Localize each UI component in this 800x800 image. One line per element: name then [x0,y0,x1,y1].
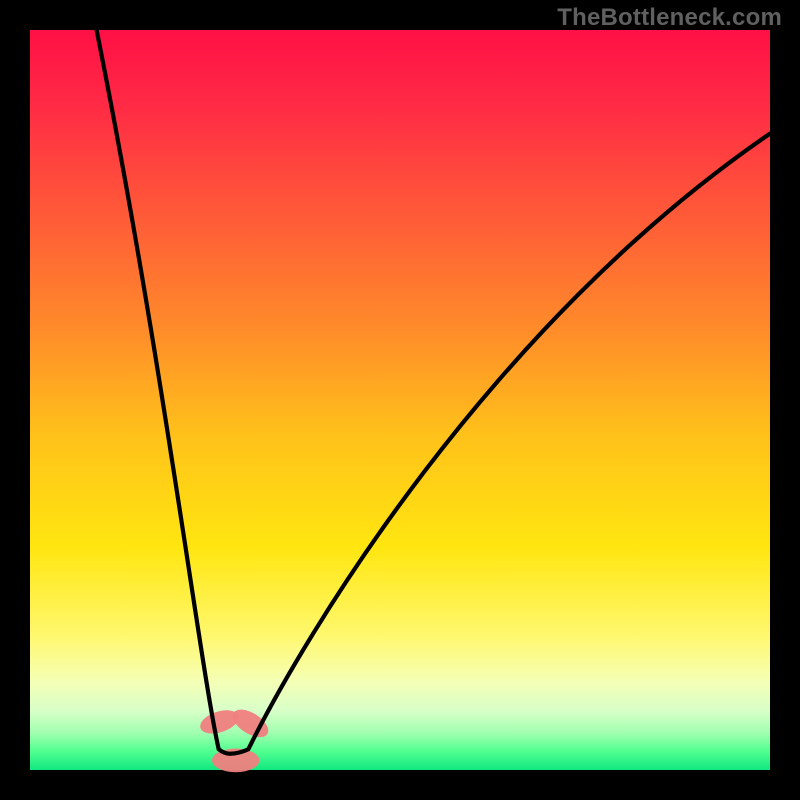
watermark-label: TheBottleneck.com [557,4,782,32]
bottleneck-chart-svg [0,0,800,800]
chart-frame: TheBottleneck.com [0,0,800,800]
gradient-background [30,30,770,770]
